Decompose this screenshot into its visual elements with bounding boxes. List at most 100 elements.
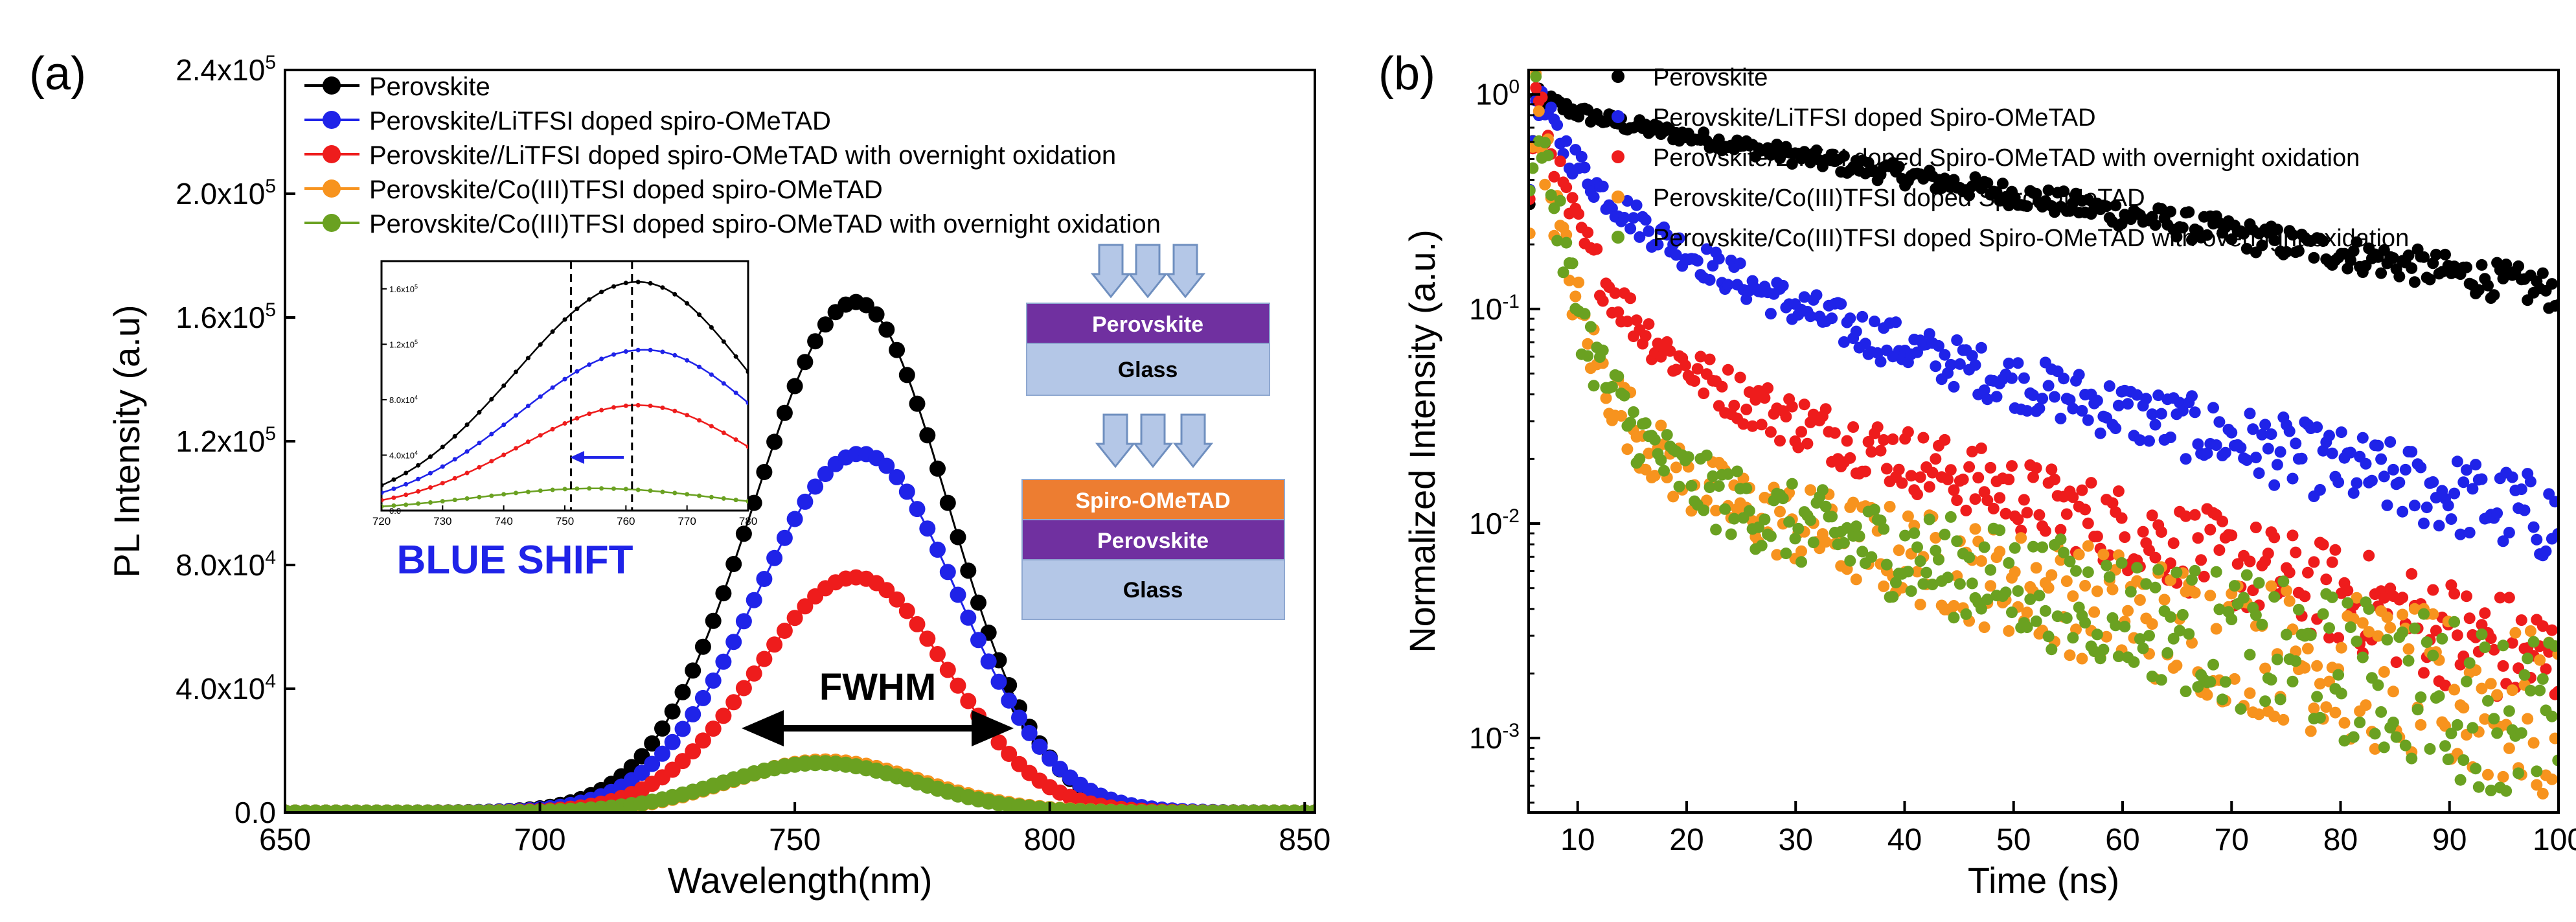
chart-b-point: [2064, 555, 2076, 568]
chart-b-point: [2445, 728, 2457, 739]
chart-b-point: [1719, 503, 1731, 515]
chart-a-point: [960, 609, 977, 626]
chart-b-point: [1661, 336, 1673, 348]
chart-b-ytick-label: 10-1: [1469, 291, 1520, 326]
chart-b-point: [1865, 446, 1878, 458]
chart-b-point: [1737, 418, 1750, 430]
chart-b-point: [2131, 562, 2143, 574]
chart-b-point: [2323, 632, 2335, 644]
chart-b-point: [2488, 713, 2500, 725]
chart-b-point: [1994, 492, 2006, 504]
chart-b-point: [2110, 422, 2122, 435]
chart-b-point: [1597, 295, 1609, 307]
chart-b-point: [1990, 391, 2003, 403]
chart-b-point: [1914, 471, 1926, 483]
chart-b-point: [2378, 741, 2390, 754]
chart-b-point: [1969, 493, 1981, 505]
chart-a-ytick-label: 1.2x105: [176, 423, 276, 458]
chart-b-point: [2531, 533, 2543, 546]
chart-b-point: [1859, 465, 1871, 478]
chart-b-point: [2070, 565, 2082, 577]
chart-b-point: [2122, 398, 2134, 410]
chart-b-point: [2231, 558, 2244, 570]
chart-b-point: [2253, 577, 2265, 589]
stack2-spiro-label: Spiro-OMeTAD: [1075, 489, 1230, 513]
chart-b-point: [2112, 651, 2125, 662]
chart-b-point: [2176, 608, 2189, 621]
chart-b-point: [1914, 599, 1926, 610]
chart-b-point: [2106, 583, 2119, 595]
chart-b-point: [2195, 554, 2207, 566]
chart-b-point: [2201, 447, 2213, 459]
inset-shift-arrow: [570, 451, 624, 464]
chart-b-point: [2076, 484, 2088, 496]
chart-b-point: [2461, 675, 2472, 687]
chart-b-point: [2497, 770, 2509, 783]
chart-b-point: [2454, 774, 2467, 786]
chart-a-point: [939, 662, 956, 678]
chart-b-point: [2158, 594, 2171, 606]
device-stack-1: Perovskite Glass: [1026, 244, 1270, 396]
chart-b-point: [1777, 279, 1789, 292]
chart-a-point: [674, 684, 691, 700]
chart-b-point: [2106, 497, 2119, 509]
chart-b-point: [2305, 725, 2317, 737]
chart-b-point: [1655, 454, 1667, 466]
chart-b-point: [1734, 257, 1746, 270]
chart-b-point: [2476, 259, 2488, 271]
chart-a-legend-item: Perovskite//LiTFSI doped spiro-OMeTAD wi…: [304, 141, 1116, 170]
chart-b-point: [1584, 321, 1597, 333]
chart-b-point: [1639, 330, 1652, 342]
chart-b-point: [2161, 647, 2174, 659]
chart-b-point: [1691, 363, 1704, 375]
chart-a-legend-label: Perovskite: [369, 73, 490, 101]
chart-b-point: [2461, 464, 2472, 476]
chart-b-point: [2408, 622, 2421, 634]
chart-b-point: [2131, 389, 2143, 401]
chart-b-point: [2345, 446, 2356, 459]
chart-b-point: [2518, 669, 2531, 681]
chart-b-point: [2003, 357, 2015, 369]
chart-b-point: [1856, 310, 1869, 323]
chart-b-point: [1780, 411, 1792, 422]
chart-a-point: [980, 653, 997, 670]
chart-b-point: [2189, 564, 2201, 577]
chart-b-point: [1844, 452, 1856, 464]
chart-b-point: [2137, 642, 2149, 654]
chart-b-point: [1566, 192, 1579, 204]
chart-b-legend-label: Perovskite/LiTFSI doped Spiro-OMeTAD: [1653, 104, 2096, 132]
chart-b-point: [2217, 693, 2229, 706]
chart-b-point: [1975, 341, 1987, 354]
chart-b-point: [2408, 276, 2421, 288]
chart-a-point: [878, 582, 895, 599]
chart-b-point: [2497, 640, 2509, 652]
chart-b-point: [2149, 581, 2161, 594]
chart-b-xtick-label: 60: [2105, 823, 2139, 857]
chart-b-xtick-label: 30: [1779, 823, 1813, 857]
chart-b-point: [2338, 735, 2351, 747]
chart-b-point: [2189, 406, 2201, 419]
chart-b-legend-label: Perovskite/Co(III)TFSI doped Spiro-OMeTA…: [1653, 225, 2409, 252]
chart-b-point: [2421, 636, 2433, 649]
chart-b-point: [1743, 505, 1755, 517]
chart-a-point: [715, 653, 732, 670]
chart-b-point: [2427, 608, 2439, 620]
chart-b-point: [1951, 494, 1963, 507]
chart-b-point: [1551, 119, 1564, 131]
chart-b-point: [1841, 435, 1853, 447]
chart-b-point: [2250, 522, 2262, 533]
chart-b-point: [2390, 731, 2402, 743]
chart-b-point: [1655, 419, 1667, 432]
chart-b-point: [2433, 520, 2445, 532]
chart-b-point: [2235, 703, 2247, 715]
chart-b-point: [2042, 582, 2055, 594]
chart-a-point: [1031, 739, 1048, 755]
chart-b-point: [2060, 612, 2073, 624]
chart-b-point: [1700, 494, 1713, 507]
chart-b-point: [2463, 612, 2476, 625]
chart-b-point: [1545, 189, 1557, 201]
chart-b-point: [1975, 555, 1987, 567]
chart-b-point: [2152, 389, 2165, 402]
chart-b-point: [2180, 686, 2192, 697]
chart-b-point: [2115, 512, 2128, 524]
